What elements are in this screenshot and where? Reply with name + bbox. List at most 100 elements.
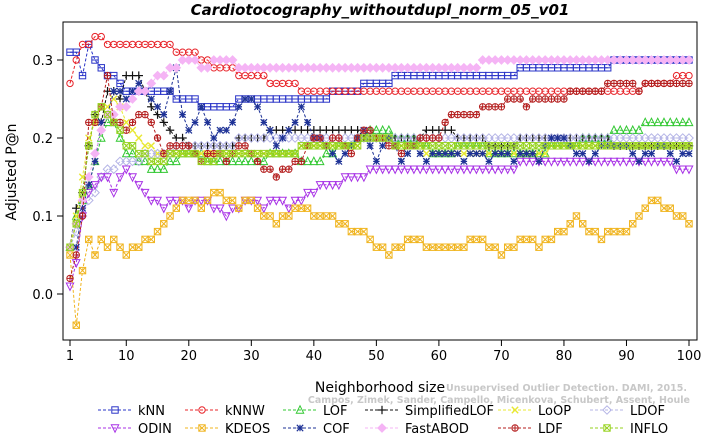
data-point-cof bbox=[222, 126, 230, 134]
watermark-line-2: Unsupervised Outlier Detection. DAMI, 20… bbox=[446, 383, 687, 394]
data-point-odin bbox=[596, 157, 606, 167]
data-point-kdeos bbox=[110, 235, 118, 244]
data-point-ldf bbox=[460, 110, 468, 119]
data-point-odin bbox=[559, 157, 569, 167]
data-point-knn bbox=[535, 64, 543, 72]
data-point-inflo bbox=[160, 157, 168, 166]
legend-label: KDEOS bbox=[225, 422, 270, 434]
data-point-odin bbox=[646, 157, 656, 167]
data-point-fastabod bbox=[471, 62, 482, 73]
x-tick-label: 50 bbox=[368, 349, 385, 364]
data-point-kdeos bbox=[535, 243, 543, 251]
data-point-odin bbox=[109, 188, 119, 198]
data-point-cof bbox=[529, 149, 537, 158]
data-point-knn bbox=[203, 103, 212, 111]
data-point-odin bbox=[209, 204, 219, 214]
data-point-cof bbox=[335, 157, 343, 166]
data-point-odin bbox=[659, 157, 669, 167]
data-point-cof bbox=[572, 149, 581, 158]
data-point-odin bbox=[265, 196, 275, 206]
data-point-kdeos bbox=[366, 235, 374, 244]
data-point-odin bbox=[503, 165, 513, 175]
legend-item-cof: COF bbox=[283, 422, 350, 434]
data-point-knn bbox=[191, 95, 199, 103]
data-point-simplifiedlof bbox=[447, 126, 456, 135]
x-tick-label: 90 bbox=[618, 349, 635, 364]
data-point-odin bbox=[671, 165, 682, 175]
data-point-ldf bbox=[85, 118, 93, 127]
legend-marker-knnw bbox=[198, 406, 206, 414]
series-line-ldof bbox=[69, 137, 689, 248]
data-point-odin bbox=[484, 165, 494, 175]
data-point-ldf bbox=[616, 79, 624, 88]
data-point-inflo bbox=[91, 110, 99, 119]
data-point-cof bbox=[466, 149, 474, 158]
data-point-loop bbox=[122, 118, 130, 127]
data-point-cof bbox=[679, 149, 687, 158]
data-point-cof bbox=[303, 118, 312, 127]
data-point-odin bbox=[359, 173, 369, 183]
data-point-cof bbox=[472, 149, 481, 158]
data-point-ldf bbox=[241, 142, 249, 150]
data-point-cof bbox=[379, 142, 387, 150]
data-point-knn bbox=[297, 95, 306, 103]
data-point-knn bbox=[216, 103, 224, 111]
data-point-kdeos bbox=[322, 212, 331, 220]
data-point-inflo bbox=[78, 188, 87, 197]
data-point-ldf bbox=[160, 149, 168, 158]
data-point-loop bbox=[485, 149, 493, 158]
x-tick-label: 40 bbox=[306, 349, 323, 364]
data-point-odin bbox=[371, 165, 381, 175]
data-point-kdeos bbox=[141, 235, 149, 244]
plot-frame bbox=[62, 21, 698, 341]
data-point-knn bbox=[497, 71, 506, 80]
data-point-ldf bbox=[610, 79, 618, 88]
data-point-knn bbox=[553, 64, 562, 72]
data-point-cof bbox=[547, 134, 556, 142]
data-point-ldf bbox=[147, 118, 155, 127]
data-point-ldf bbox=[153, 134, 162, 142]
data-point-kdeos bbox=[610, 227, 618, 236]
data-point-cof bbox=[210, 134, 218, 142]
data-point-cof bbox=[510, 157, 518, 166]
data-point-kdeos bbox=[472, 235, 481, 244]
data-point-knn bbox=[91, 56, 99, 64]
data-point-odin bbox=[271, 196, 281, 206]
data-point-knn bbox=[210, 103, 218, 111]
data-point-ldf bbox=[122, 126, 130, 134]
series-knnw bbox=[66, 32, 693, 95]
data-point-odin bbox=[384, 165, 394, 175]
x-axis: 1 10 20 30 40 50 60 70 80 90 100 bbox=[66, 340, 701, 364]
data-point-ldf bbox=[203, 149, 212, 158]
data-point-kdeos bbox=[335, 220, 343, 228]
data-point-ldf bbox=[335, 134, 343, 142]
legend-item-ldof: LDOF bbox=[590, 404, 665, 419]
data-point-ldof bbox=[71, 226, 82, 237]
data-point-ldf bbox=[291, 157, 299, 166]
x-tick-label: 1 bbox=[66, 349, 74, 364]
data-point-kdeos bbox=[622, 227, 631, 236]
data-point-odin bbox=[115, 173, 125, 183]
data-point-cof bbox=[672, 157, 681, 166]
data-point-kdeos bbox=[253, 204, 262, 212]
data-point-lof bbox=[540, 148, 550, 158]
data-point-loop bbox=[135, 134, 143, 142]
data-point-odin bbox=[665, 157, 675, 167]
data-point-odin bbox=[315, 181, 325, 191]
data-point-lof bbox=[671, 117, 682, 127]
data-point-lof bbox=[103, 117, 113, 127]
data-point-odin bbox=[434, 165, 444, 175]
data-point-inflo bbox=[385, 134, 393, 142]
data-point-ldf bbox=[622, 79, 631, 88]
data-point-cof bbox=[454, 149, 462, 158]
data-point-knn bbox=[116, 79, 124, 88]
data-point-ldf bbox=[272, 173, 281, 181]
data-point-odin bbox=[653, 157, 663, 167]
data-point-cof bbox=[328, 149, 337, 158]
data-point-kdeos bbox=[485, 243, 493, 251]
data-point-loop bbox=[85, 134, 93, 142]
data-point-ldf bbox=[72, 251, 80, 259]
data-point-odin bbox=[590, 157, 600, 167]
data-point-knn bbox=[585, 64, 593, 72]
data-point-odin bbox=[96, 173, 106, 183]
